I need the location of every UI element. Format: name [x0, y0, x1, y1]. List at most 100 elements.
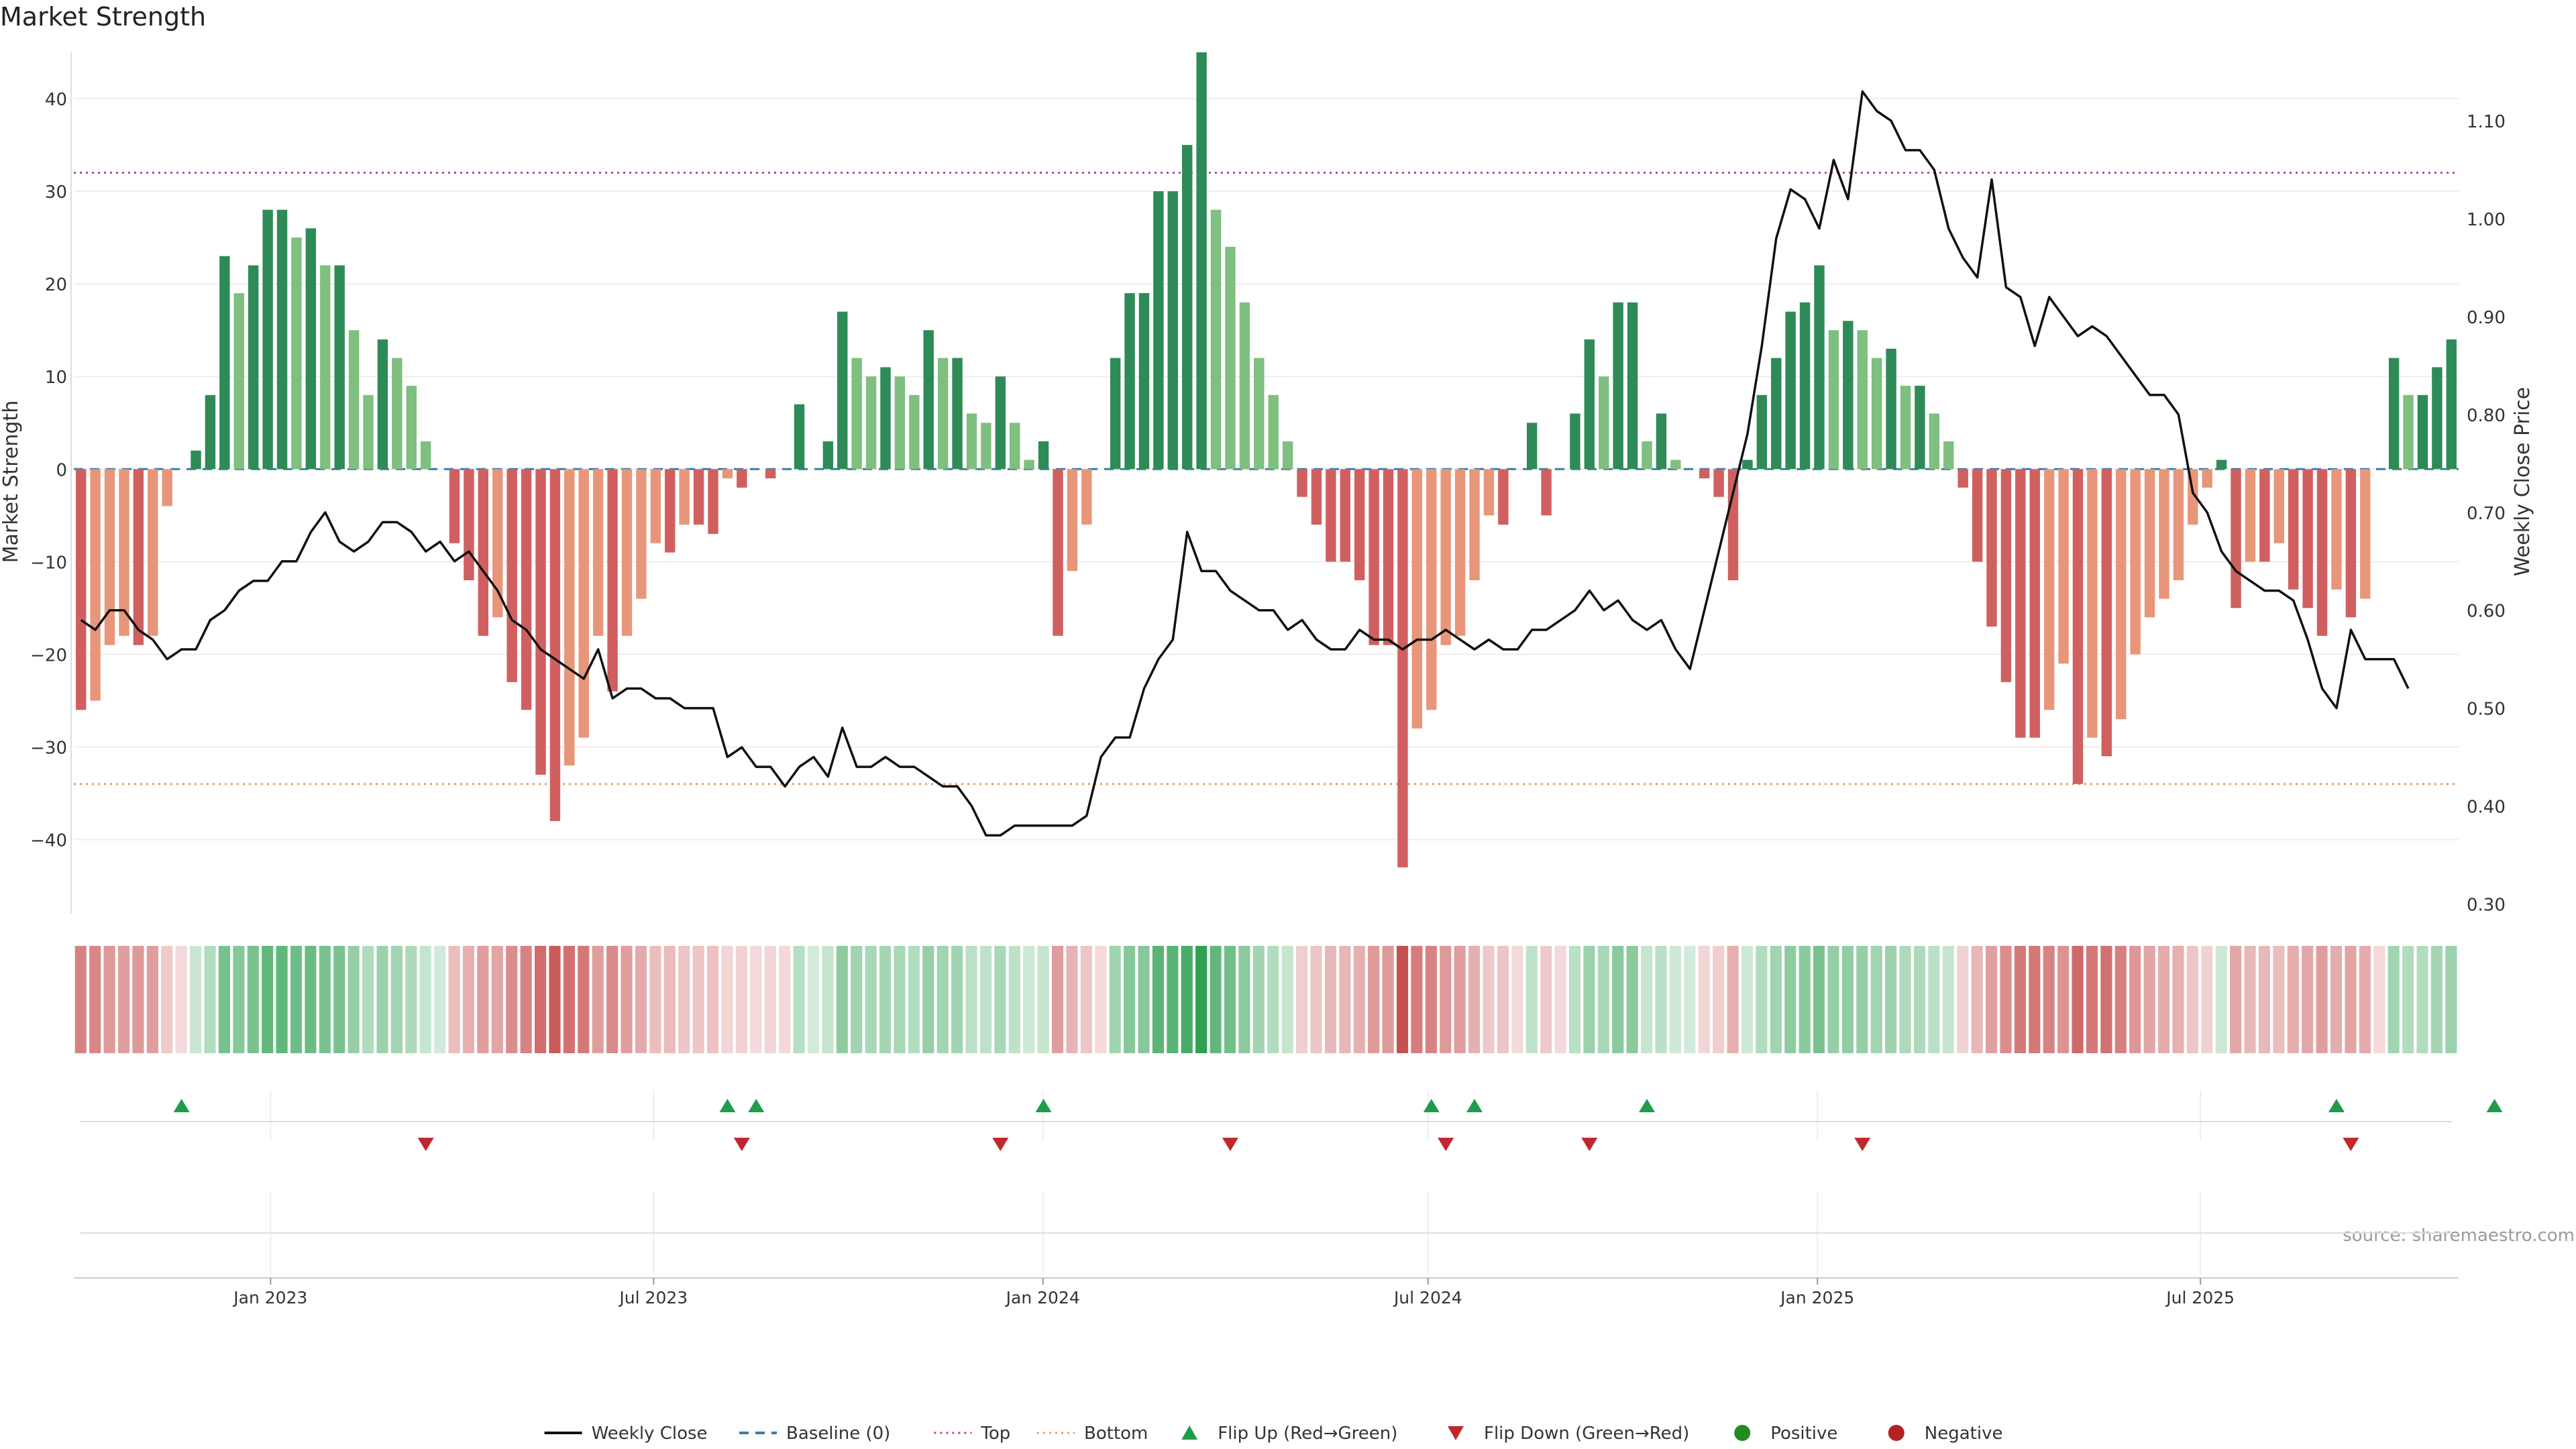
flip-up-marker — [2486, 1099, 2503, 1112]
heat-cell — [1827, 946, 1839, 1053]
heat-cell — [146, 946, 158, 1053]
heat-cell — [922, 946, 934, 1053]
strength-bar — [1053, 469, 1063, 636]
heat-cell — [1095, 946, 1107, 1053]
heat-cell — [707, 946, 719, 1053]
strength-bar — [90, 469, 101, 701]
strength-bar — [981, 423, 991, 470]
strength-bar — [2360, 469, 2371, 599]
strength-bar — [2130, 469, 2141, 655]
heat-cell — [1051, 946, 1064, 1053]
heat-cell — [2445, 946, 2457, 1053]
strength-bar — [1929, 413, 1940, 470]
heat-cell — [1368, 946, 1380, 1053]
strength-bar — [1613, 302, 1623, 470]
heat-cell — [1540, 946, 1552, 1053]
strength-bar — [2302, 469, 2313, 608]
flip-down-marker — [733, 1138, 750, 1151]
heat-cell — [678, 946, 690, 1053]
heat-cell — [89, 946, 101, 1053]
heat-cell — [1324, 946, 1337, 1053]
heat-cell — [1281, 946, 1293, 1053]
heat-cell — [1899, 946, 1911, 1053]
strength-bar — [1411, 469, 1423, 729]
strength-bar — [894, 376, 906, 470]
heat-cell — [333, 946, 345, 1053]
heat-cell — [1727, 946, 1739, 1053]
strength-bar — [2231, 469, 2241, 608]
chart-title: Market Strength — [0, 2, 206, 32]
heat-cell — [1597, 946, 1609, 1053]
heat-cell — [2416, 946, 2428, 1053]
strength-bar — [1972, 469, 1983, 562]
heat-cell — [1296, 946, 1308, 1053]
heat-cell — [175, 946, 187, 1053]
strength-bar — [722, 469, 733, 479]
heat-cell — [1396, 946, 1409, 1053]
heat-cell — [692, 946, 704, 1053]
heat-cell — [2273, 946, 2285, 1053]
legend: Weekly Close Baseline (0) Top Bottom Flip Up… — [544, 1424, 2002, 1444]
legend-label: Positive — [1770, 1424, 1837, 1444]
strength-bar — [1599, 376, 1609, 470]
strength-bar — [865, 376, 877, 470]
heat-cell — [262, 946, 274, 1053]
legend-item: Top — [934, 1424, 1010, 1444]
strength-bar — [420, 441, 431, 470]
heat-cell — [448, 946, 460, 1053]
heat-cell — [2402, 946, 2414, 1053]
heat-cell — [376, 946, 388, 1053]
strength-bar — [2015, 469, 2026, 738]
strength-bar — [966, 413, 977, 470]
strength-bar — [636, 469, 647, 599]
strength-bar — [75, 469, 87, 710]
heat-cell — [2057, 946, 2070, 1053]
strength-bar — [1326, 469, 1336, 562]
flip-markers — [80, 1099, 2503, 1234]
y-tick-label-left: 0 — [56, 460, 67, 480]
heat-cell — [2302, 946, 2314, 1053]
flip-up-marker — [1423, 1099, 1440, 1112]
strength-bar — [2029, 469, 2040, 738]
strength-bar — [1799, 302, 1811, 470]
heat-cell — [1885, 946, 1897, 1053]
strength-bar — [1038, 441, 1049, 470]
heat-cell — [1483, 946, 1495, 1053]
strength-bar — [2116, 469, 2127, 720]
strength-bar — [1570, 413, 1580, 470]
x-tick-label: Jan 2023 — [232, 1288, 307, 1307]
heat-cell — [563, 946, 575, 1053]
heat-cell — [2287, 946, 2299, 1053]
strength-bar — [1225, 246, 1236, 470]
strength-bar — [449, 469, 460, 543]
heat-cell — [951, 946, 963, 1053]
heat-cell — [1195, 946, 1208, 1053]
heat-cell — [936, 946, 949, 1053]
strength-bar — [2245, 469, 2256, 562]
strength-bar — [1469, 469, 1480, 580]
y-tick-label-left: 10 — [45, 368, 67, 388]
strength-bar — [1756, 394, 1768, 470]
strength-bar — [837, 311, 848, 470]
strength-bar — [1426, 469, 1437, 710]
heat-cell — [879, 946, 892, 1053]
heat-cell — [1784, 946, 1796, 1053]
strength-bar — [2058, 469, 2069, 664]
strength-bar — [1857, 330, 1868, 470]
y-tick-label-right: 0.90 — [2467, 308, 2506, 328]
strength-bar — [1210, 209, 1222, 470]
strength-bar — [2000, 469, 2012, 682]
strength-bar — [334, 265, 345, 470]
strength-bar — [119, 469, 129, 636]
strength-bar — [909, 394, 920, 470]
strength-bar — [2087, 469, 2098, 738]
heat-cell — [979, 946, 992, 1053]
legend-label: Flip Down (Green→Red) — [1484, 1424, 1689, 1444]
strength-bar — [564, 469, 575, 766]
strength-bar — [2259, 469, 2270, 562]
flip-down-marker — [2343, 1138, 2359, 1151]
heat-cell — [1080, 946, 1092, 1053]
y-tick-label-left: 30 — [45, 182, 67, 203]
strength-bar — [1871, 358, 1882, 470]
heat-cell — [663, 946, 676, 1053]
